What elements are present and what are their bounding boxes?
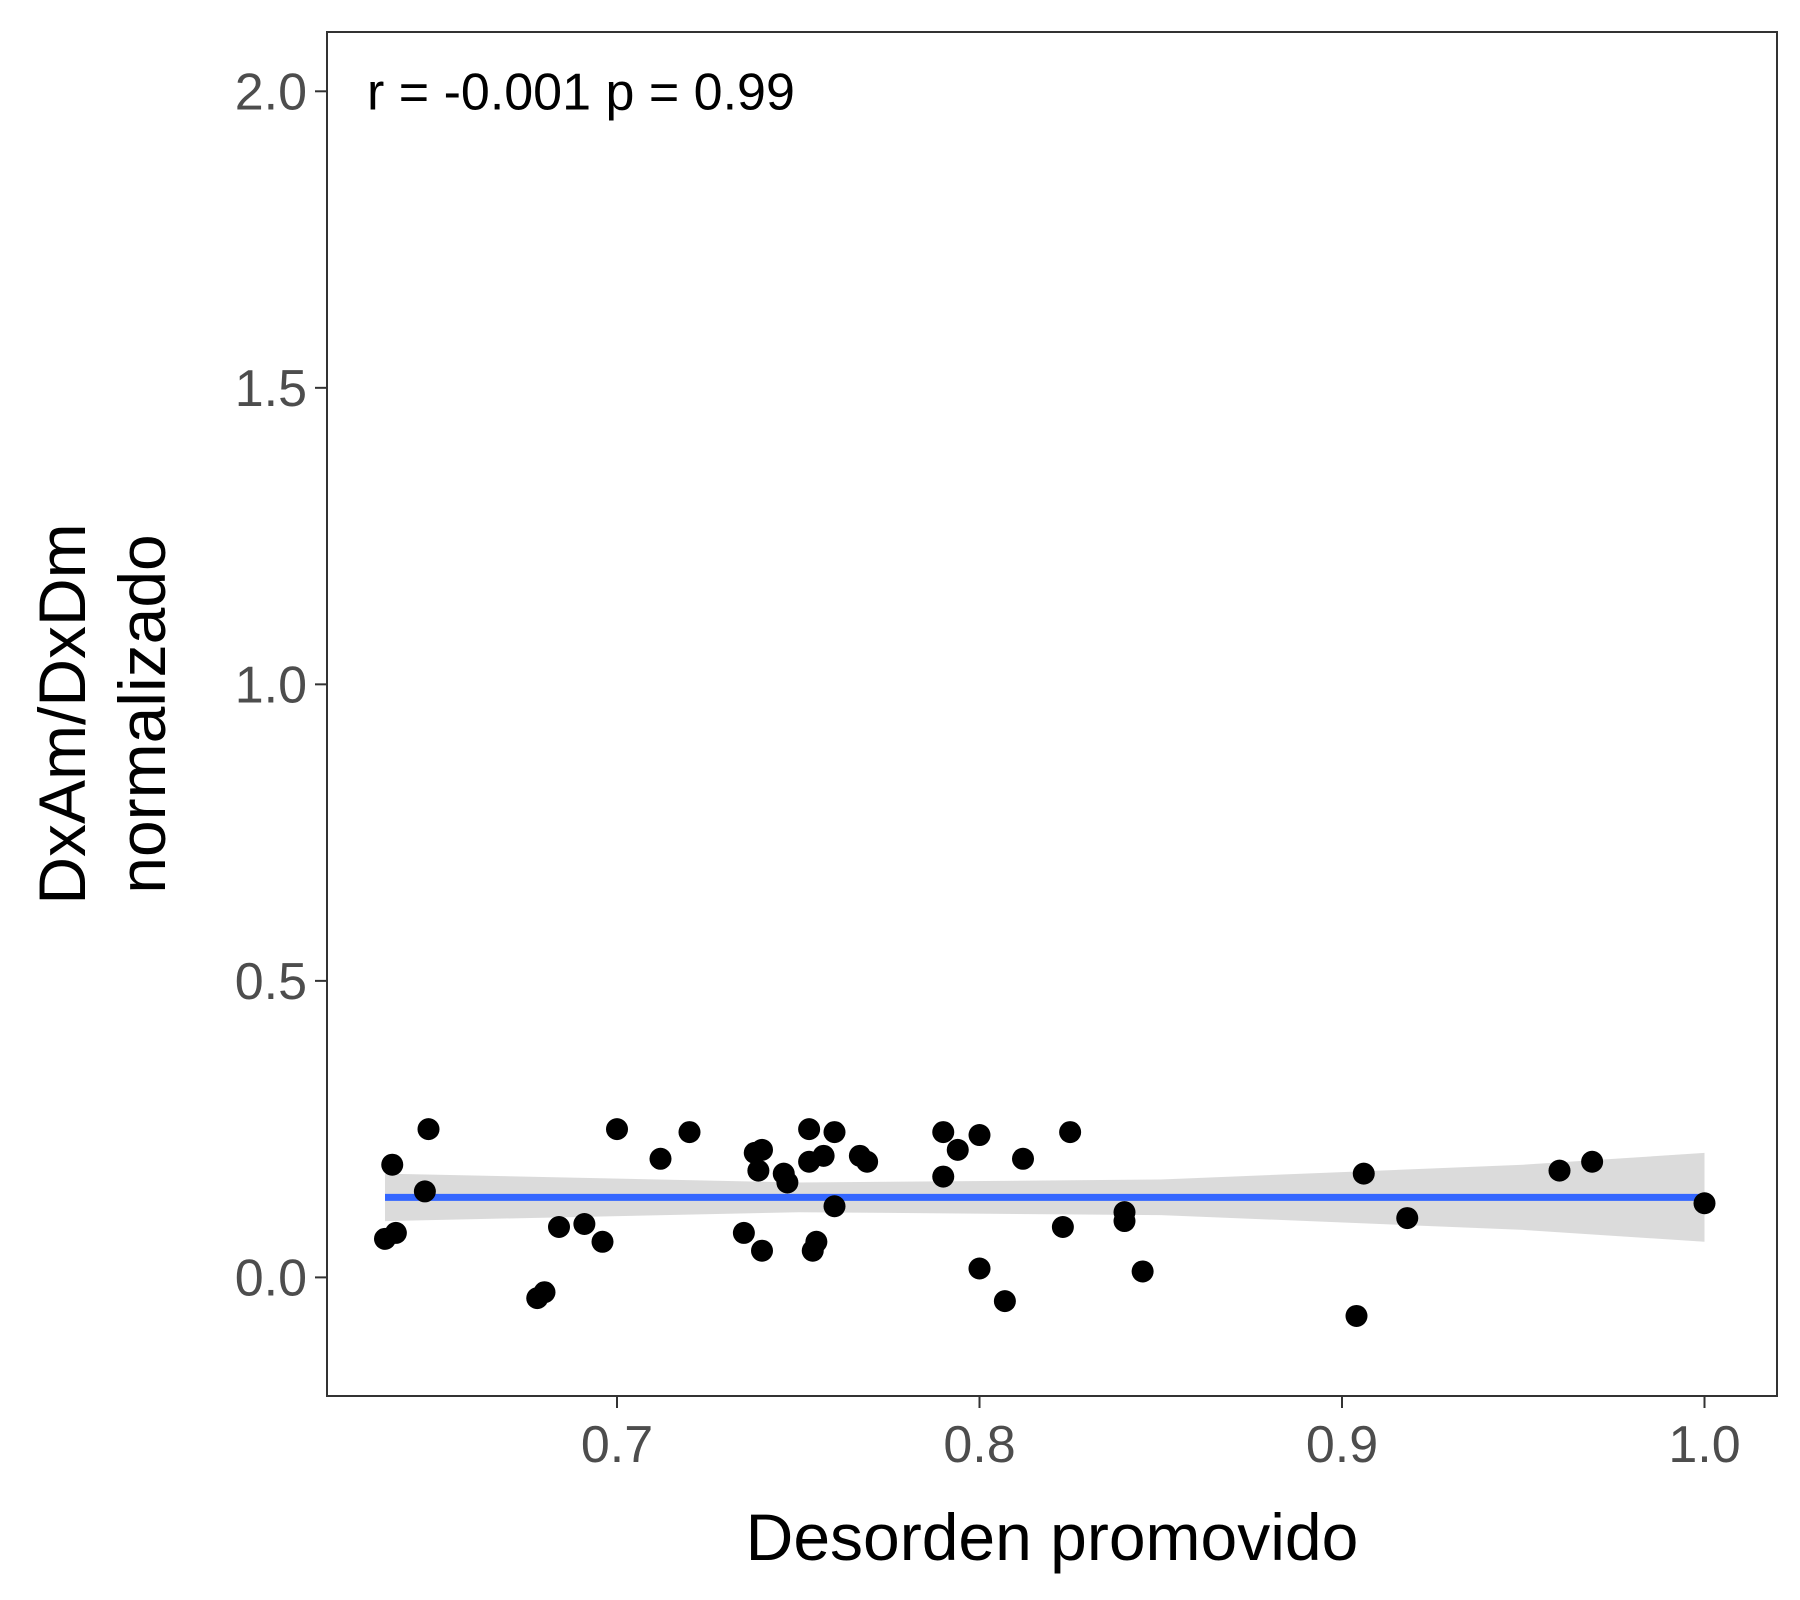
y-axis: 0.0 0.5 1.0 1.5 2.0 [235, 63, 327, 1307]
data-point [856, 1150, 879, 1173]
data-point [823, 1121, 846, 1144]
y-tick-label: 1.5 [235, 360, 307, 418]
data-point [417, 1118, 440, 1141]
y-tick-label: 0.0 [235, 1249, 307, 1307]
x-axis: 0.7 0.8 0.9 1.0 [581, 1396, 1741, 1474]
y-axis-title-line-1: DxAm/DxDm [25, 523, 99, 904]
data-point [1012, 1147, 1034, 1170]
data-point [932, 1121, 955, 1144]
data-point [1352, 1162, 1375, 1185]
y-axis-title-line-2: normalizado [105, 534, 179, 894]
data-point [573, 1213, 596, 1236]
data-point [747, 1159, 770, 1182]
x-tick-label: 1.0 [1668, 1416, 1740, 1474]
data-point [1113, 1210, 1136, 1233]
data-point [1548, 1159, 1571, 1182]
data-point [1131, 1260, 1154, 1283]
data-point [678, 1121, 701, 1144]
data-point [1581, 1150, 1604, 1173]
data-point [805, 1230, 828, 1253]
y-tick-label: 2.0 [235, 63, 307, 121]
data-point [751, 1138, 773, 1161]
data-point [1693, 1192, 1716, 1215]
data-point [968, 1257, 991, 1280]
data-point [649, 1147, 672, 1170]
data-point [1345, 1304, 1368, 1327]
data-point [548, 1215, 570, 1238]
data-point [732, 1221, 755, 1244]
data-point [591, 1230, 614, 1253]
data-point [812, 1144, 835, 1167]
data-point [384, 1221, 407, 1244]
data-point [823, 1195, 846, 1218]
data-point [946, 1138, 969, 1161]
y-tick-label: 0.5 [235, 953, 307, 1011]
data-point [776, 1171, 799, 1194]
data-point [381, 1153, 404, 1176]
data-point [606, 1118, 628, 1141]
data-point [932, 1165, 955, 1188]
y-tick-label: 1.0 [235, 656, 307, 714]
data-point [968, 1124, 991, 1147]
data-point [1051, 1215, 1074, 1238]
data-point [533, 1281, 556, 1304]
panel-border [326, 31, 1778, 1397]
data-point [751, 1239, 773, 1262]
x-tick-label: 0.7 [581, 1416, 653, 1474]
data-point [798, 1118, 821, 1141]
data-point [1059, 1121, 1082, 1144]
correlation-annotation: r = -0.001 p = 0.99 [367, 63, 795, 121]
data-point [1396, 1207, 1419, 1230]
data-point [413, 1180, 436, 1203]
x-tick-label: 0.9 [1306, 1416, 1378, 1474]
data-points-layer [374, 1118, 1716, 1327]
x-tick-label: 0.8 [943, 1416, 1015, 1474]
x-axis-title: Desorden promovido [746, 1500, 1359, 1574]
data-point [993, 1290, 1016, 1313]
